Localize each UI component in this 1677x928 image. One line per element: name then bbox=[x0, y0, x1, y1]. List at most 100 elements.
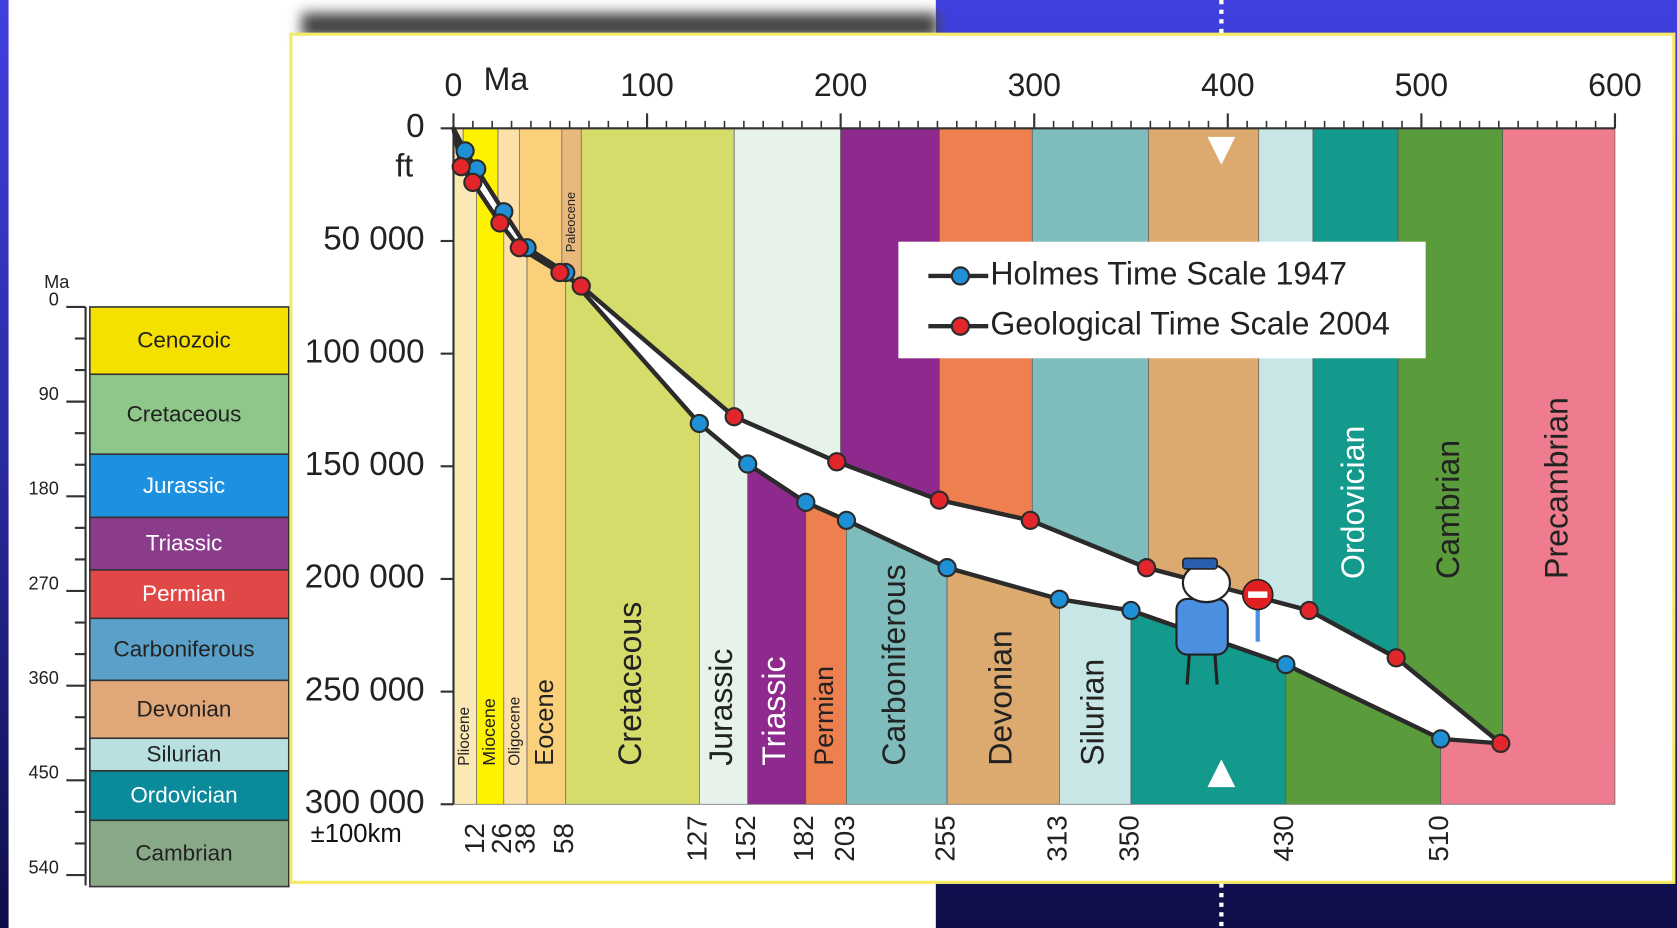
period-band bbox=[1397, 128, 1503, 744]
period-label: Eocene bbox=[531, 679, 559, 766]
data-point bbox=[738, 454, 758, 474]
boundary-label: 38 bbox=[509, 823, 540, 854]
y-tick-label: 300 000 bbox=[305, 784, 425, 821]
period-label: Oligocene bbox=[506, 697, 523, 766]
x-tick-label: 200 bbox=[814, 67, 868, 103]
period-band bbox=[1502, 128, 1615, 744]
column-unit bbox=[89, 679, 290, 740]
data-point bbox=[796, 492, 816, 512]
column-unit bbox=[89, 569, 290, 620]
column-unit bbox=[89, 737, 290, 772]
data-point bbox=[463, 172, 483, 193]
y-tick-label: 100 000 bbox=[305, 333, 425, 370]
y-tick-label: 250 000 bbox=[305, 671, 425, 708]
period-label: Cambrian bbox=[1430, 440, 1466, 579]
unit-label: Carboniferous bbox=[114, 636, 255, 661]
x-tick-label: 100 bbox=[620, 67, 674, 103]
boundary-label: 127 bbox=[682, 815, 713, 861]
period-band bbox=[453, 128, 478, 805]
data-point bbox=[929, 490, 949, 510]
legend-label: Holmes Time Scale 1947 bbox=[990, 255, 1347, 291]
boundary-label: 313 bbox=[1042, 815, 1073, 861]
unit-label: Silurian bbox=[147, 742, 222, 767]
period-label: Jurassic bbox=[703, 649, 739, 766]
column-unit bbox=[89, 453, 290, 519]
y-tick-label: 270 bbox=[29, 573, 59, 593]
boundary-label: 152 bbox=[730, 815, 761, 861]
data-point bbox=[455, 141, 475, 161]
policeman-icon bbox=[1175, 557, 1274, 685]
stratigraphic-column: Cenozoic Cretaceous Jurassic Triassic Permia… bbox=[29, 272, 290, 888]
boundary-label: 26 bbox=[486, 823, 517, 854]
boundary-label: 510 bbox=[1423, 815, 1454, 861]
x-tick-label: 300 bbox=[1007, 67, 1061, 103]
column-unit bbox=[89, 819, 290, 888]
unit-label: Jurassic bbox=[143, 473, 225, 498]
unit-label: Triassic bbox=[146, 531, 222, 556]
data-point bbox=[571, 276, 591, 296]
y-tick-label: 50 000 bbox=[323, 221, 424, 258]
legend-marker bbox=[950, 316, 971, 336]
period-label: Permian bbox=[809, 666, 839, 766]
data-point bbox=[1136, 558, 1157, 578]
y-axis-label: ft bbox=[395, 147, 413, 183]
data-point bbox=[1049, 589, 1070, 609]
y-tick-label: 450 bbox=[29, 763, 59, 783]
unit-label: Cambrian bbox=[135, 840, 232, 865]
boundary-label: 182 bbox=[788, 815, 819, 861]
y-axis-label: Ma bbox=[44, 272, 70, 292]
y-tick-label: 200 000 bbox=[305, 559, 425, 596]
y-tick-label: 150 000 bbox=[305, 446, 425, 483]
x-tick-label: 400 bbox=[1201, 67, 1255, 103]
boundary-label: 350 bbox=[1113, 815, 1144, 861]
data-point bbox=[1020, 510, 1040, 530]
legend: Holmes Time Scale 1947 Geological Time Sc… bbox=[898, 241, 1426, 359]
arrow-up bbox=[1207, 759, 1236, 788]
data-point bbox=[689, 413, 709, 434]
data-point bbox=[550, 262, 570, 283]
unit-label: Ordovician bbox=[130, 783, 237, 808]
data-point bbox=[1431, 729, 1451, 749]
x-axis-label: Ma bbox=[484, 61, 529, 97]
data-point bbox=[509, 238, 529, 258]
y-tick-label: 0 bbox=[49, 289, 59, 309]
boundary-label: 12 bbox=[459, 823, 490, 854]
annotation: ±100km bbox=[311, 820, 402, 848]
data-point bbox=[451, 157, 471, 177]
period-label: Miocene bbox=[479, 698, 499, 766]
boundary-label: 255 bbox=[929, 815, 960, 861]
data-point bbox=[724, 407, 744, 427]
boundary-label: 203 bbox=[829, 815, 860, 861]
column-unit bbox=[89, 770, 290, 822]
period-label: Precambrian bbox=[1538, 397, 1574, 579]
period-label: Devonian bbox=[983, 630, 1019, 766]
period-label: Paleocene bbox=[563, 192, 578, 252]
y-tick-label: 0 bbox=[406, 108, 424, 145]
data-point bbox=[836, 510, 857, 530]
boundary-label: 430 bbox=[1268, 815, 1299, 861]
unit-label: Cretaceous bbox=[127, 401, 242, 426]
data-point bbox=[1491, 733, 1511, 754]
period-label: Pliocene bbox=[456, 707, 473, 766]
y-tick-label: 180 bbox=[29, 479, 59, 499]
x-tick-label: 0 bbox=[445, 67, 463, 103]
data-point bbox=[1386, 648, 1406, 668]
column-unit bbox=[89, 516, 290, 571]
y-tick-label: 90 bbox=[39, 384, 59, 404]
data-point bbox=[1299, 600, 1319, 621]
legend-label: Geological Time Scale 2004 bbox=[990, 306, 1389, 342]
unit-label: Cenozoic bbox=[137, 328, 231, 353]
data-point bbox=[490, 213, 510, 233]
legend-marker bbox=[950, 266, 971, 286]
data-point bbox=[827, 452, 847, 472]
boundary-label: 58 bbox=[548, 823, 579, 854]
period-label: Cretaceous bbox=[612, 602, 648, 766]
data-point bbox=[1276, 654, 1296, 675]
arrow-down bbox=[1207, 136, 1236, 165]
period-label: Carboniferous bbox=[876, 564, 912, 766]
x-tick-label: 500 bbox=[1395, 67, 1449, 103]
data-point bbox=[937, 558, 957, 578]
legend-box bbox=[898, 241, 1426, 359]
